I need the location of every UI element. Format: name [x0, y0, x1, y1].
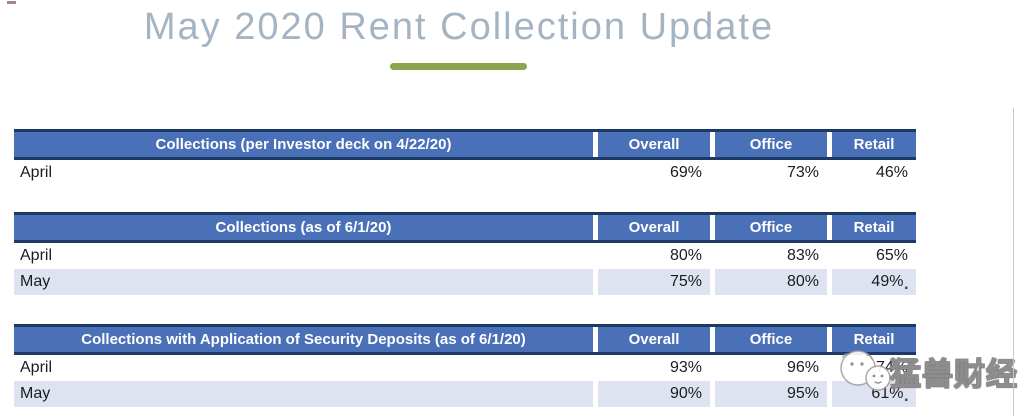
column-header-overall: Overall [593, 132, 710, 157]
row-label: May [14, 269, 593, 295]
cell-retail: 61%▪ [827, 381, 916, 407]
cell-office: 96% [786, 359, 819, 376]
cell-overall: 75% [593, 269, 710, 295]
column-header-retail: Retail [827, 327, 916, 352]
column-header-office: Office [710, 132, 827, 157]
row-label: April [20, 164, 53, 181]
table-header-row: Collections with Application of Security… [14, 324, 916, 355]
column-header-office: Office [710, 215, 827, 240]
cell-overall: 93% [669, 359, 702, 376]
column-header-retail: Retail [827, 132, 916, 157]
cell-retail: 46% [875, 164, 908, 181]
row-label: April [20, 359, 53, 376]
footnote-marker: ▪ [904, 395, 908, 406]
row-label: April [20, 247, 53, 264]
corner-artifact [7, 1, 16, 4]
table-row-april: April 80% 83% 65% [14, 243, 916, 269]
cell-overall: 90% [593, 381, 710, 407]
column-header-retail: Retail [827, 215, 916, 240]
collections-table-asof-6-1: Collections (as of 6/1/20) Overall Offic… [14, 212, 916, 295]
cell-office: 80% [710, 269, 827, 295]
cell-value: 61% [871, 385, 904, 402]
right-edge-divider [1013, 108, 1014, 416]
collections-table-security-deposits: Collections with Application of Security… [14, 324, 916, 407]
table-row-april: April 69% 73% 46% [14, 160, 916, 186]
cell-retail: 49%▪ [827, 269, 916, 295]
cell-office: 73% [786, 164, 819, 181]
table-row-april: April 93% 96% 74% [14, 355, 916, 381]
cell-overall: 80% [669, 247, 702, 264]
table-title-header: Collections with Application of Security… [81, 331, 526, 348]
collections-table-investor-deck: Collections (per Investor deck on 4/22/2… [14, 129, 916, 186]
cell-overall: 69% [669, 164, 702, 181]
cell-retail: 65% [875, 247, 908, 264]
cell-value: 49% [871, 273, 904, 290]
table-row-may: May 90% 95% 61%▪ [14, 381, 916, 407]
column-header-overall: Overall [593, 327, 710, 352]
row-label: May [14, 381, 593, 407]
table-title-header: Collections (per Investor deck on 4/22/2… [155, 136, 452, 153]
title-underline-accent [390, 63, 527, 70]
footnote-marker: ▪ [904, 283, 908, 294]
table-header-row: Collections (as of 6/1/20) Overall Offic… [14, 212, 916, 243]
slide-title: May 2020 Rent Collection Update [143, 6, 775, 48]
cell-office: 95% [710, 381, 827, 407]
column-header-office: Office [710, 327, 827, 352]
column-header-overall: Overall [593, 215, 710, 240]
cell-retail: 74% [875, 359, 908, 376]
cell-office: 83% [786, 247, 819, 264]
table-header-row: Collections (per Investor deck on 4/22/2… [14, 129, 916, 160]
table-title-header: Collections (as of 6/1/20) [215, 219, 392, 236]
table-row-may: May 75% 80% 49%▪ [14, 269, 916, 295]
